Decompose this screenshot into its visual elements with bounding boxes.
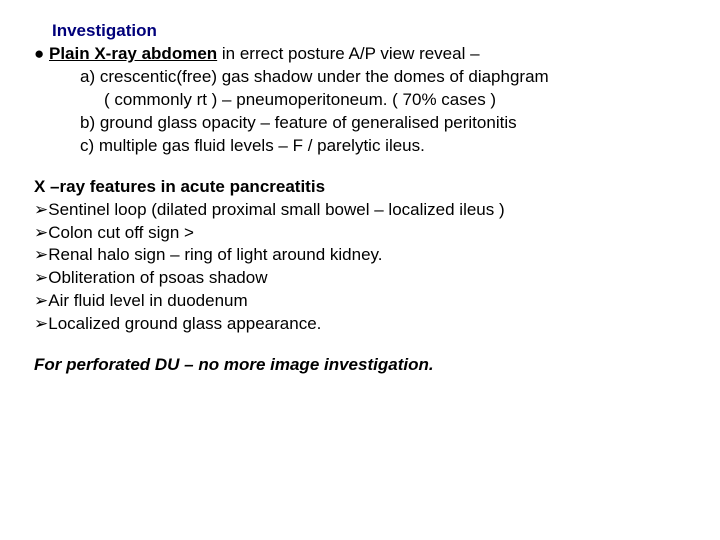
feature-5: ➢Air fluid level in duodenum [34,290,686,313]
arrow-icon: ➢ [34,268,48,287]
feature-3-text: Renal halo sign – ring of light around k… [48,245,382,264]
heading-investigation: Investigation [52,20,686,43]
slide-content: Investigation ● Plain X-ray abdomen in e… [0,0,720,397]
feature-1-text: Sentinel loop (dilated proximal small bo… [48,200,504,219]
feature-3: ➢Renal halo sign – ring of light around … [34,244,686,267]
feature-1: ➢Sentinel loop (dilated proximal small b… [34,199,686,222]
line-a: a) crescentic(free) gas shadow under the… [80,66,686,89]
feature-5-text: Air fluid level in duodenum [48,291,247,310]
arrow-icon: ➢ [34,245,48,264]
bullet-dot: ● [34,44,49,63]
line-plain-xray: ● Plain X-ray abdomen in errect posture … [34,43,686,66]
arrow-icon: ➢ [34,223,48,242]
line-c: c) multiple gas fluid levels – F / parel… [80,135,686,158]
arrow-icon: ➢ [34,200,48,219]
plain-xray-tail: in errect posture A/P view reveal – [217,44,479,63]
feature-4-text: Obliteration of psoas shadow [48,268,267,287]
footer-note: For perforated DU – no more image invest… [34,354,686,377]
feature-4: ➢Obliteration of psoas shadow [34,267,686,290]
feature-6-text: Localized ground glass appearance. [48,314,321,333]
spacer-1 [34,158,686,176]
line-a-cont: ( commonly rt ) – pneumoperitoneum. ( 70… [104,89,686,112]
plain-xray-label: Plain X-ray abdomen [49,44,217,63]
feature-2-text: Colon cut off sign > [48,223,194,242]
feature-6: ➢Localized ground glass appearance. [34,313,686,336]
spacer-2 [34,336,686,354]
heading-xray-features: X –ray features in acute pancreatitis [34,176,686,199]
arrow-icon: ➢ [34,291,48,310]
line-b: b) ground glass opacity – feature of gen… [80,112,686,135]
arrow-icon: ➢ [34,314,48,333]
feature-2: ➢Colon cut off sign > [34,222,686,245]
